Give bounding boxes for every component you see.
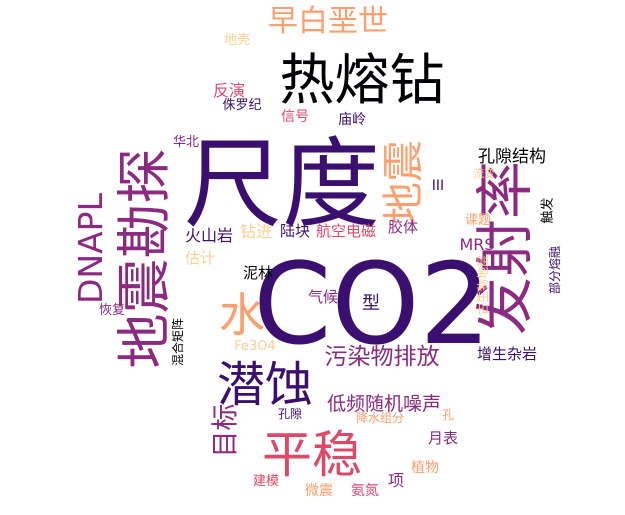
word: 泥林	[242, 263, 273, 282]
word: 低频随机噪声	[326, 392, 441, 415]
word: 早白垩世	[268, 4, 388, 39]
word: MRS	[459, 235, 495, 254]
word: 建模	[252, 473, 279, 489]
word: 课题	[464, 212, 491, 228]
word: 恢复	[98, 302, 125, 318]
word: 航空电磁	[315, 221, 376, 240]
word: 孔隙结构	[478, 146, 546, 167]
word: 地震勘探	[112, 147, 177, 369]
word: CO2	[253, 240, 491, 370]
word: III	[431, 178, 445, 194]
word: 部分熔融	[547, 245, 562, 295]
word: 古生物地层	[475, 254, 490, 316]
word: 孔	[441, 408, 454, 422]
word: 项	[387, 471, 404, 490]
word: 孔隙	[277, 407, 302, 421]
word: 增生杂岩	[476, 344, 537, 363]
word: 反演	[212, 81, 245, 100]
word: 胶体	[387, 217, 418, 236]
word: 信号	[281, 109, 309, 125]
word: 侏罗纪	[222, 97, 262, 113]
word: Fe3O4	[234, 338, 276, 354]
word: 水	[219, 288, 265, 342]
word: 潜蚀	[216, 357, 313, 413]
word: 型	[362, 293, 380, 314]
word: 流变	[473, 166, 495, 180]
word: 混合矩阵	[170, 317, 185, 367]
word: 陆块	[279, 221, 310, 240]
word: DNAPL	[70, 192, 110, 304]
word: 微震	[305, 483, 333, 499]
word: 热熔钻	[279, 47, 445, 112]
word: 估计	[184, 248, 215, 267]
word: 目标	[210, 403, 242, 457]
word: 地震	[378, 139, 428, 225]
word: 触发	[540, 196, 556, 224]
word: 火山岩	[184, 226, 233, 245]
word: 降水组分	[355, 411, 404, 425]
word: 地壳	[223, 32, 250, 48]
word: 钻进	[239, 222, 272, 241]
word: 植物	[411, 460, 439, 476]
word: 华北	[172, 134, 199, 150]
word: 月表	[427, 428, 458, 447]
word: 氨氮	[351, 483, 379, 499]
word: 平稳	[262, 426, 362, 484]
word: 污染物排放	[324, 343, 440, 370]
word: 气候	[307, 287, 338, 306]
word: 庙岭	[338, 112, 366, 128]
word: 尺度	[183, 128, 380, 242]
